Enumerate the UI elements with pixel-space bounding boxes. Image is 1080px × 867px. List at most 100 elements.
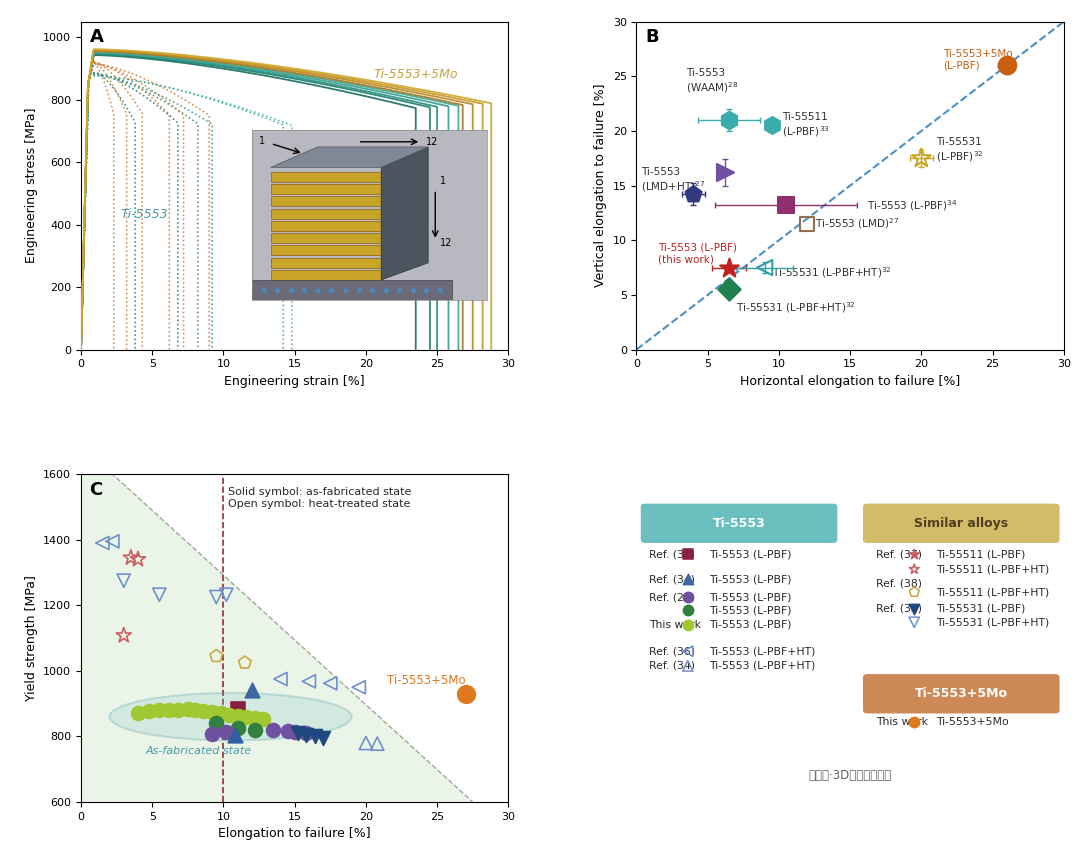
Point: [906, 714, 923, 728]
Text: Ti-5553+5Mo: Ti-5553+5Mo: [388, 674, 465, 687]
FancyBboxPatch shape: [863, 675, 1059, 714]
Text: Ti-55531 (L-PBF): Ti-55531 (L-PBF): [935, 603, 1025, 614]
Point: [255, 713, 272, 727]
Point: [314, 731, 332, 745]
Point: [716, 166, 733, 179]
Point: [322, 676, 339, 690]
Point: [207, 590, 225, 604]
Text: Ti-55511 (L-PBF+HT): Ti-55511 (L-PBF+HT): [935, 587, 1049, 597]
Y-axis label: Vertical elongation to failure [%]: Vertical elongation to failure [%]: [594, 84, 607, 287]
Point: [207, 716, 225, 730]
Point: [297, 727, 314, 740]
Text: Ti-5553 (L-PBF): Ti-5553 (L-PBF): [710, 574, 792, 584]
Text: Ti-55511 (L-PBF+HT): Ti-55511 (L-PBF+HT): [935, 564, 1049, 574]
Point: [187, 703, 204, 717]
Point: [799, 217, 816, 231]
Point: [229, 702, 246, 716]
Text: Ti-5553+5Mo: Ti-5553+5Mo: [373, 68, 458, 81]
Text: As-fabricated state: As-fabricated state: [145, 746, 252, 756]
Point: [218, 725, 235, 739]
Text: Ti-5553
(LMD+HT)$^{27}$: Ti-5553 (LMD+HT)$^{27}$: [640, 166, 705, 193]
Point: [161, 702, 178, 716]
Point: [720, 113, 738, 127]
Point: [130, 552, 147, 566]
Point: [720, 283, 738, 297]
Ellipse shape: [109, 693, 352, 740]
Text: Ref. (32): Ref. (32): [876, 603, 922, 614]
Text: Ti-5553 (L-PBF): Ti-5553 (L-PBF): [710, 550, 792, 559]
Point: [272, 672, 289, 686]
Text: Ti-55511
(L-PBF)$^{33}$: Ti-55511 (L-PBF)$^{33}$: [782, 112, 829, 139]
Text: Solid symbol: as-fabricated state
Open symbol: heat-treated state: Solid symbol: as-fabricated state Open s…: [228, 487, 411, 509]
Point: [998, 58, 1015, 72]
Point: [720, 261, 738, 275]
Point: [203, 727, 220, 740]
Point: [140, 705, 158, 719]
Text: Ti-5553+5Mo: Ti-5553+5Mo: [915, 688, 1008, 701]
Point: [94, 536, 111, 550]
Point: [906, 547, 923, 561]
Point: [130, 706, 147, 720]
Point: [778, 199, 795, 212]
Point: [207, 649, 225, 663]
Point: [906, 616, 923, 629]
Point: [104, 534, 121, 548]
Text: Ref. (35): Ref. (35): [649, 550, 696, 559]
Text: Ref. (37): Ref. (37): [876, 550, 922, 559]
Text: Ti-5553+5Mo
(L-PBF): Ti-5553+5Mo (L-PBF): [943, 49, 1012, 71]
Point: [679, 644, 697, 658]
FancyBboxPatch shape: [640, 504, 837, 543]
Text: Ti-5553 (LMD)$^{27}$: Ti-5553 (LMD)$^{27}$: [814, 217, 899, 231]
Text: Ti-55531 (L-PBF+HT)$^{32}$: Ti-55531 (L-PBF+HT)$^{32}$: [772, 265, 891, 280]
Point: [756, 261, 773, 275]
Point: [194, 704, 212, 718]
Text: Similar alloys: Similar alloys: [914, 517, 1009, 530]
Point: [368, 737, 386, 751]
Point: [203, 706, 220, 720]
Y-axis label: Yield strength [MPa]: Yield strength [MPa]: [25, 575, 38, 701]
Text: Ti-5553+5Mo: Ti-5553+5Mo: [935, 717, 1009, 727]
Point: [679, 590, 697, 604]
Point: [220, 707, 238, 721]
Point: [685, 187, 702, 201]
Point: [288, 727, 306, 740]
Point: [913, 152, 930, 166]
Point: [237, 655, 254, 669]
Point: [679, 603, 697, 617]
Text: Ref. (36): Ref. (36): [649, 646, 696, 656]
Point: [218, 588, 235, 602]
Point: [122, 551, 139, 564]
X-axis label: Elongation to failure [%]: Elongation to failure [%]: [218, 827, 370, 840]
Point: [243, 683, 260, 697]
Text: Ti-55531 (L-PBF+HT): Ti-55531 (L-PBF+HT): [935, 617, 1049, 628]
Point: [265, 723, 282, 737]
Point: [764, 119, 781, 133]
Text: Ref. (34): Ref. (34): [649, 661, 696, 671]
Text: Ti-5553 (L-PBF+HT): Ti-5553 (L-PBF+HT): [710, 646, 815, 656]
Point: [906, 602, 923, 616]
Text: Ti-5553: Ti-5553: [121, 208, 168, 221]
Point: [212, 707, 229, 720]
Text: Ti-5553
(WAAM)$^{28}$: Ti-5553 (WAAM)$^{28}$: [687, 68, 739, 95]
Text: Ti-5553 (L-PBF)$^{34}$: Ti-5553 (L-PBF)$^{34}$: [867, 198, 958, 212]
Point: [906, 585, 923, 599]
Point: [229, 721, 246, 735]
X-axis label: Engineering strain [%]: Engineering strain [%]: [225, 375, 365, 388]
Text: Ti-5553 (L-PBF): Ti-5553 (L-PBF): [710, 592, 792, 602]
Text: Ti-55531 (L-PBF+HT)$^{32}$: Ti-55531 (L-PBF+HT)$^{32}$: [737, 301, 855, 316]
Point: [238, 710, 255, 724]
Point: [297, 728, 314, 742]
Point: [170, 703, 187, 717]
Point: [357, 736, 375, 750]
Text: A: A: [90, 29, 104, 46]
Point: [151, 588, 168, 602]
Text: C: C: [90, 480, 103, 499]
Point: [116, 629, 133, 642]
Point: [286, 726, 303, 740]
Text: B: B: [645, 29, 659, 46]
Point: [226, 728, 243, 742]
Point: [679, 572, 697, 586]
Point: [306, 729, 323, 743]
Point: [906, 563, 923, 577]
Point: [151, 703, 168, 717]
